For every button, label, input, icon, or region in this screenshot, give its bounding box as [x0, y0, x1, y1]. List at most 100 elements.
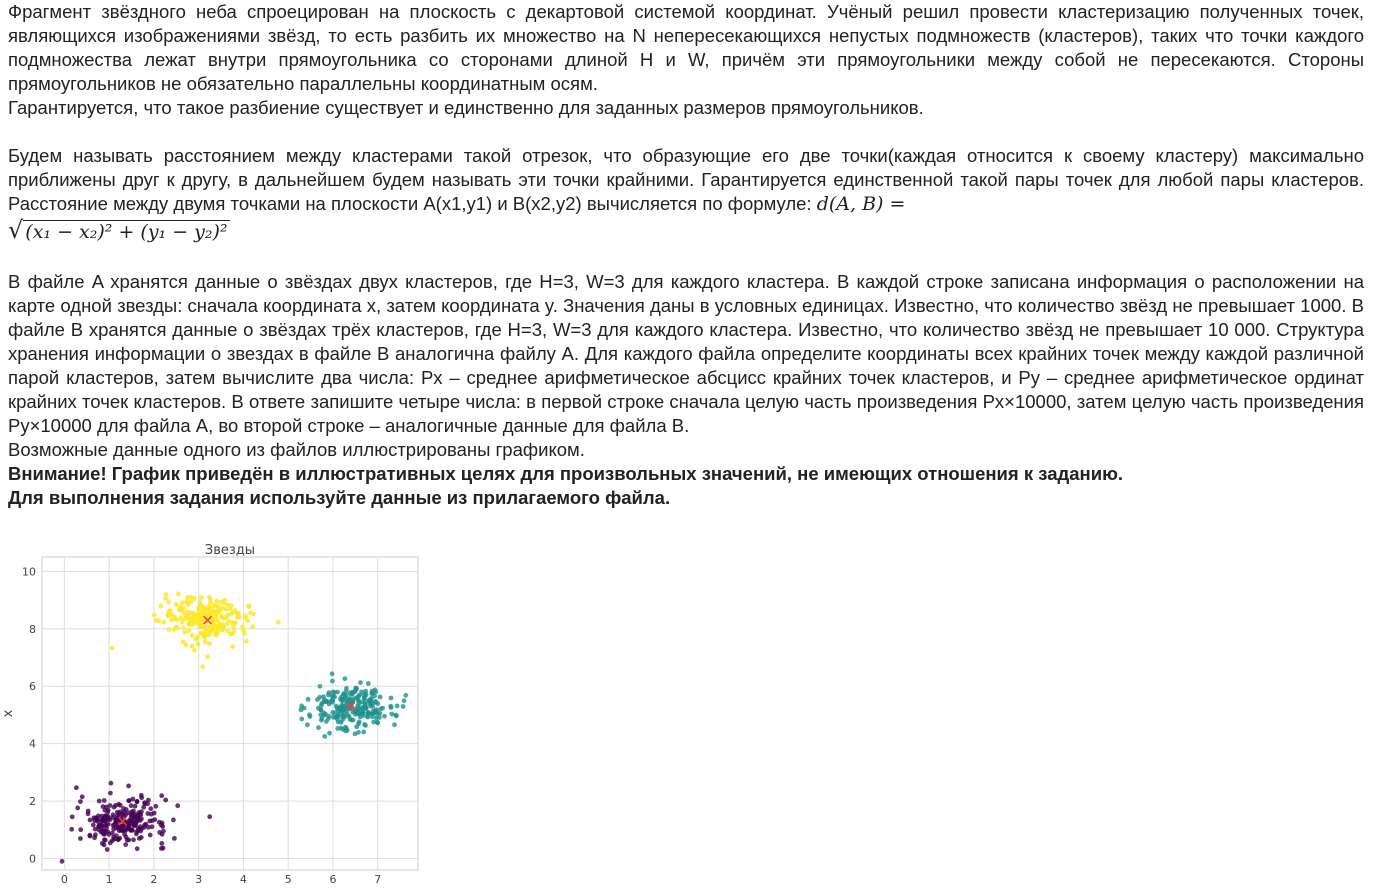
data-point: [161, 828, 166, 834]
data-point: [98, 829, 104, 835]
data-point: [401, 698, 407, 704]
x-tick-label: 7: [374, 873, 381, 886]
data-point: [357, 692, 362, 698]
data-point: [189, 633, 195, 638]
data-point: [128, 828, 134, 833]
data-point: [204, 627, 209, 633]
data-point: [319, 701, 325, 706]
data-point: [134, 798, 140, 804]
data-point: [85, 808, 91, 814]
data-point: [220, 605, 225, 611]
formula-lhs: d(A, B) =: [816, 193, 906, 215]
data-point: [394, 703, 400, 709]
data-point: [230, 623, 236, 629]
data-point: [392, 722, 397, 728]
paragraph-guarantee: Гарантируется, что такое разбиение сущес…: [8, 97, 924, 118]
data-point: [101, 842, 107, 848]
data-point: [123, 807, 129, 812]
data-point: [187, 616, 193, 622]
data-point: [215, 630, 221, 635]
data-point: [149, 811, 154, 817]
data-point: [138, 835, 144, 840]
data-point: [188, 620, 194, 626]
data-point: [377, 715, 382, 720]
data-point: [130, 796, 136, 802]
data-point: [195, 634, 201, 640]
data-point: [343, 728, 348, 734]
x-tick-label: 3: [195, 873, 202, 886]
y-tick-label: 8: [29, 623, 36, 636]
data-point: [79, 794, 85, 800]
data-point: [101, 798, 107, 803]
data-point: [213, 625, 219, 631]
data-point: [200, 607, 206, 613]
data-point: [355, 703, 361, 709]
data-point: [113, 803, 118, 808]
data-point: [92, 818, 98, 823]
data-point: [369, 688, 375, 694]
data-point: [237, 614, 242, 620]
data-point: [153, 803, 159, 809]
data-point: [154, 617, 159, 623]
y-tick-label: 6: [29, 680, 36, 693]
data-point: [301, 705, 307, 711]
data-point: [87, 817, 93, 823]
data-point: [159, 841, 165, 846]
data-point: [228, 603, 234, 609]
data-point: [371, 719, 377, 725]
data-point: [209, 610, 215, 616]
x-tick-label: 0: [61, 873, 68, 886]
data-point: [225, 602, 230, 608]
data-point: [142, 800, 148, 805]
data-point: [160, 845, 166, 851]
data-point: [207, 641, 213, 647]
data-point: [318, 712, 324, 718]
data-point: [212, 603, 218, 609]
data-point: [104, 847, 110, 852]
data-point: [180, 639, 186, 644]
data-point: [113, 819, 119, 825]
data-point: [365, 681, 371, 686]
data-point: [181, 625, 186, 631]
data-point: [96, 822, 102, 828]
data-point: [360, 713, 366, 718]
data-point: [246, 604, 252, 609]
task-text: Фрагмент звёздного неба спроецирован на …: [8, 0, 1364, 510]
data-point: [208, 600, 213, 605]
data-point: [361, 729, 367, 735]
data-point: [121, 818, 127, 824]
data-point: [123, 842, 129, 847]
data-point: [182, 616, 188, 622]
data-point: [159, 820, 165, 826]
data-point: [108, 790, 113, 796]
data-point: [245, 618, 251, 624]
data-point: [69, 814, 75, 820]
data-point: [169, 617, 175, 623]
distance-text: Будем называть расстоянием между кластер…: [8, 145, 1364, 214]
data-point: [139, 795, 145, 801]
data-point: [151, 612, 157, 618]
data-point: [197, 615, 203, 621]
data-point: [342, 676, 348, 682]
data-point: [163, 596, 168, 601]
data-point: [223, 606, 229, 612]
data-point: [105, 814, 110, 819]
data-point: [365, 709, 371, 715]
data-point: [388, 695, 394, 701]
data-point: [214, 598, 220, 604]
data-point: [132, 822, 138, 828]
data-point: [322, 734, 328, 739]
warning-use-file: Для выполнения задания используйте данны…: [8, 487, 671, 508]
data-point: [224, 621, 230, 627]
data-point: [78, 799, 83, 804]
data-point: [123, 834, 129, 840]
data-point: [149, 818, 155, 823]
data-point: [175, 803, 181, 809]
data-point: [403, 692, 409, 698]
data-point: [330, 689, 336, 695]
data-point: [317, 694, 323, 700]
data-point: [230, 644, 235, 649]
data-point: [343, 704, 348, 710]
data-point: [159, 793, 165, 799]
data-point: [370, 703, 375, 709]
